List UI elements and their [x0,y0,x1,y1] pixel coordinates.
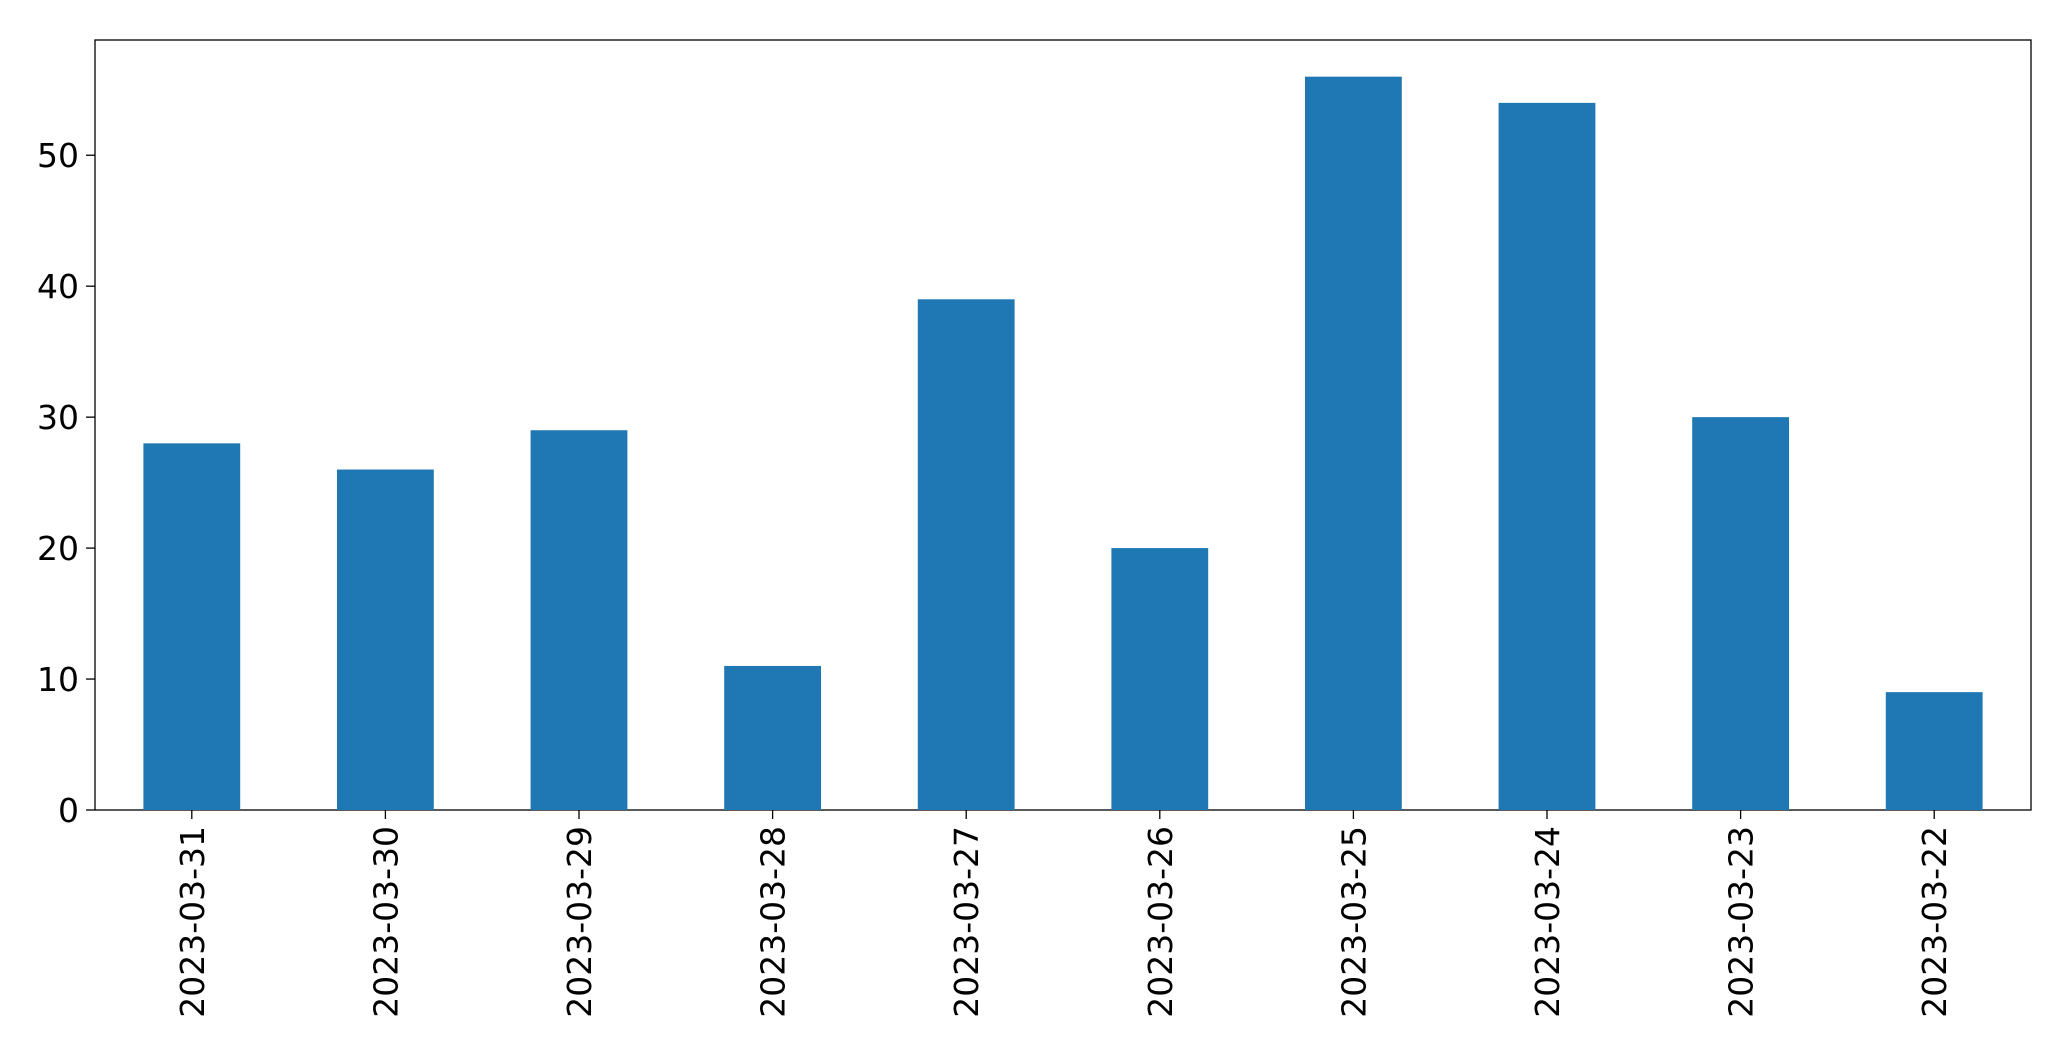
x-tick-label: 2023-03-23 [1722,826,1761,1018]
x-tick-label: 2023-03-28 [754,826,793,1018]
bar [1111,548,1209,810]
y-tick-label: 40 [37,267,79,306]
y-tick-label: 50 [37,136,79,175]
x-tick-label: 2023-03-26 [1141,826,1180,1018]
y-tick-label: 10 [37,660,79,699]
x-tick-label: 2023-03-24 [1528,826,1567,1018]
x-tick-label: 2023-03-31 [173,826,212,1018]
y-tick-label: 0 [58,791,79,830]
x-tick-label: 2023-03-25 [1334,826,1373,1018]
bar [917,299,1015,810]
x-tick-label: 2023-03-30 [366,826,405,1018]
bar [530,430,628,810]
y-tick-label: 30 [37,398,79,437]
y-tick-label: 20 [37,529,79,568]
x-tick-label: 2023-03-27 [947,826,986,1018]
bar [1305,76,1402,810]
bar [1692,417,1789,810]
plot-frame [94,39,2032,811]
bar [1885,692,1983,810]
bar [1498,102,1596,811]
x-tick-label: 2023-03-22 [1915,826,1954,1018]
bar [143,443,241,810]
bar [337,469,434,810]
bar [724,665,821,810]
x-tick-label: 2023-03-29 [560,826,599,1018]
